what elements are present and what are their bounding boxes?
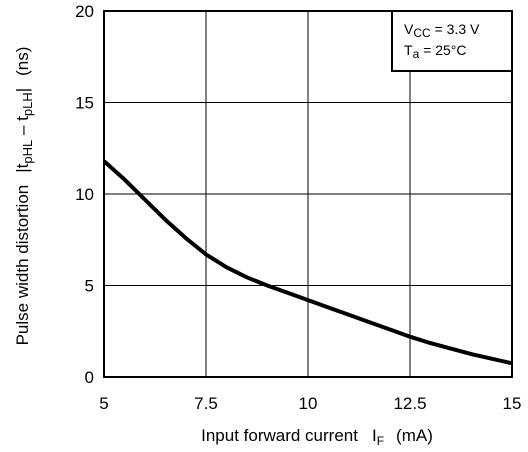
y-axis-symbol-sub2: pLH: [20, 92, 35, 116]
annotation-ta-symbol: T: [404, 42, 413, 58]
annotation-frame: [391, 10, 513, 72]
y-axis-label: Pulse width distortion |tpHL – tpLH| (ns): [13, 47, 35, 346]
y-tick-label: 15: [75, 94, 94, 113]
y-axis-symbol-sub1: pHL: [20, 140, 35, 164]
x-axis-unit: (mA): [396, 426, 433, 445]
annotation-vcc-value: = 3.3 V: [431, 21, 480, 37]
x-tick-label: 7.5: [194, 394, 218, 413]
y-tick-label: 0: [85, 368, 94, 387]
y-tick-label: 20: [75, 2, 94, 21]
annotation-ta-sub: a: [413, 47, 420, 61]
y-axis-unit: (ns): [13, 47, 32, 76]
annotation-vcc: VCC = 3.3 V: [404, 21, 480, 40]
y-axis-title: Pulse width distortion: [13, 185, 32, 346]
x-tick-label: 10: [299, 394, 318, 413]
x-axis-label: Input forward current IF (mA): [201, 426, 433, 448]
x-tick-label: 5: [99, 394, 108, 413]
annotation-ta-value: = 25°C: [419, 42, 466, 58]
annotation-vcc-symbol: V: [404, 21, 414, 37]
y-axis-symbol-close: |: [13, 88, 32, 92]
y-tick-label: 5: [85, 277, 94, 296]
x-tick-labels: 5 7.5 10 12.5 15: [99, 394, 521, 413]
annotation-vcc-sub: CC: [413, 26, 431, 40]
annotation-ta: Ta = 25°C: [404, 42, 467, 61]
plot-frame: [103, 10, 513, 378]
series-line: [102, 159, 513, 366]
annotation-box: VCC = 3.3 V Ta = 25°C: [391, 10, 513, 72]
x-axis-symbol: I: [372, 426, 377, 445]
y-axis-symbol-open: |t: [13, 163, 32, 172]
x-axis-symbol-sub: F: [377, 434, 384, 448]
y-tick-label: 10: [75, 185, 94, 204]
x-axis-title: Input forward current: [201, 426, 358, 445]
x-tick-label: 12.5: [393, 394, 426, 413]
y-axis-symbol-minus: – t: [13, 116, 32, 140]
x-tick-label: 15: [503, 394, 522, 413]
y-tick-labels: 0 5 10 15 20: [75, 2, 94, 387]
